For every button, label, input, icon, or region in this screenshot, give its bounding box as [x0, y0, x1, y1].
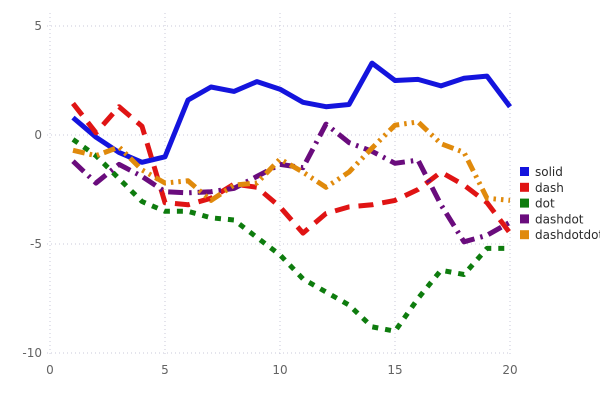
series-line-dashdotdot — [72, 119, 511, 203]
legend-label-dashdot: dashdot — [535, 212, 584, 226]
legend-label-dash: dash — [535, 181, 564, 195]
y-tick-label: 0 — [34, 128, 42, 142]
legend-label-dashdotdot: dashdotdot — [535, 228, 600, 242]
y-tick-label: 5 — [34, 19, 42, 33]
legend-swatch-dashdotdot — [520, 230, 529, 240]
legend-swatch-solid — [520, 167, 529, 176]
legend-label-solid: solid — [535, 165, 563, 179]
series-layer — [71, 60, 512, 334]
x-tick-label: 20 — [502, 363, 517, 377]
series-line-solid — [71, 60, 512, 165]
x-tick-label: 15 — [387, 363, 402, 377]
series-line-dash — [71, 101, 512, 236]
x-tick-label: 5 — [161, 363, 169, 377]
y-tick-label: -5 — [30, 237, 42, 251]
legend-swatch-dash — [520, 182, 529, 192]
series-line-dot — [71, 137, 510, 334]
series-line-dashdot — [71, 121, 512, 245]
legend-swatch-dot — [520, 198, 529, 208]
x-tick-label: 10 — [272, 363, 287, 377]
legend-label-dot: dot — [535, 197, 555, 211]
legend-swatch-dashdot — [520, 214, 529, 224]
grid-layer — [47, 13, 511, 355]
x-tick-label: 0 — [46, 363, 54, 377]
tick-layer: 0 5 10 15 20 5 0 -5 -10 — [22, 19, 517, 377]
y-tick-label: -10 — [22, 346, 42, 360]
